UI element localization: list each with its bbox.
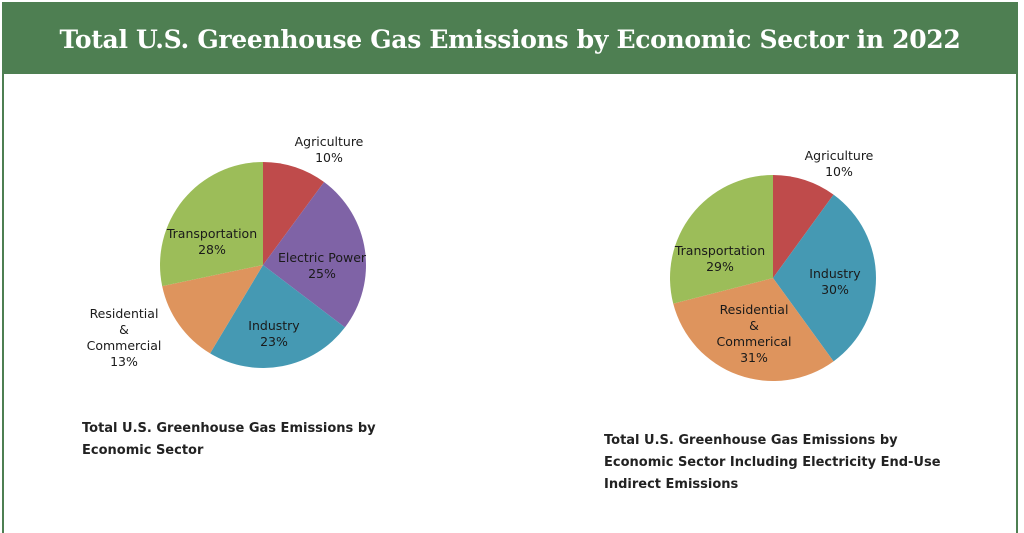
pie-label-electric-power: Electric Power 25% xyxy=(278,250,367,281)
caption-left: Total U.S. Greenhouse Gas Emissions by E… xyxy=(82,421,376,458)
pie-slice-residential-commercial xyxy=(162,265,263,354)
pie-label-agriculture: Agriculture 10% xyxy=(295,134,364,165)
pie-slice-industry xyxy=(773,194,876,362)
pie-label-industry: Industry 23% xyxy=(248,318,300,349)
pie-slice-residential-commercial xyxy=(673,278,834,381)
pie-slice-agriculture xyxy=(263,162,325,265)
pie-label-industry: Industry 30% xyxy=(809,266,861,297)
caption-right: Total U.S. Greenhouse Gas Emissions by E… xyxy=(604,433,941,492)
pie-label-agriculture: Agriculture 10% xyxy=(805,148,874,179)
pie-label-residential-commercial: Residential & Commercial 13% xyxy=(87,306,162,369)
pie-label-residential-commercial: Residential & Commerical 31% xyxy=(716,302,791,365)
pie-slice-transportation xyxy=(160,162,263,287)
pie-label-transportation: Transportation 28% xyxy=(166,226,257,257)
pie-slice-agriculture xyxy=(773,174,834,278)
pie-slice-industry xyxy=(210,265,345,368)
page-title: Total U.S. Greenhouse Gas Emissions by E… xyxy=(59,24,961,54)
pie-label-transportation: Transportation 29% xyxy=(674,243,765,274)
pie-slice-electric-power xyxy=(263,182,367,328)
title-banner: Total U.S. Greenhouse Gas Emissions by E… xyxy=(4,4,1016,74)
pie-slice-transportation xyxy=(670,175,773,304)
